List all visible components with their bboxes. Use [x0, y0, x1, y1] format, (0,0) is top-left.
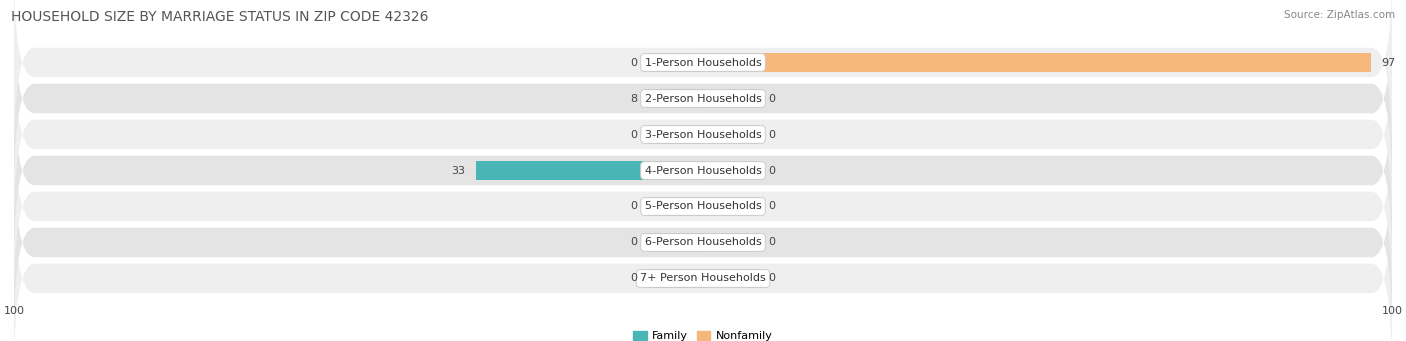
Bar [703, 197, 758, 216]
FancyBboxPatch shape [14, 5, 1392, 192]
Bar [475, 161, 703, 180]
Text: 0: 0 [630, 58, 637, 68]
Bar [703, 125, 758, 144]
Text: Source: ZipAtlas.com: Source: ZipAtlas.com [1284, 10, 1395, 20]
Text: 1-Person Households: 1-Person Households [644, 58, 762, 68]
Text: 0: 0 [630, 273, 637, 283]
Bar [648, 269, 703, 288]
Text: 6-Person Households: 6-Person Households [644, 237, 762, 248]
Bar [703, 233, 758, 252]
Text: 7+ Person Households: 7+ Person Households [640, 273, 766, 283]
Text: 97: 97 [1382, 58, 1396, 68]
Text: 33: 33 [451, 165, 465, 176]
Text: 0: 0 [769, 237, 776, 248]
FancyBboxPatch shape [14, 185, 1392, 341]
FancyBboxPatch shape [14, 0, 1392, 156]
Text: HOUSEHOLD SIZE BY MARRIAGE STATUS IN ZIP CODE 42326: HOUSEHOLD SIZE BY MARRIAGE STATUS IN ZIP… [11, 10, 429, 24]
Text: 0: 0 [769, 165, 776, 176]
Bar [648, 125, 703, 144]
Bar [703, 53, 1371, 72]
Text: 3-Person Households: 3-Person Households [644, 130, 762, 139]
Bar [648, 89, 703, 108]
Text: 0: 0 [769, 130, 776, 139]
Text: 0: 0 [769, 273, 776, 283]
FancyBboxPatch shape [14, 149, 1392, 336]
FancyBboxPatch shape [14, 113, 1392, 300]
Text: 2-Person Households: 2-Person Households [644, 93, 762, 104]
FancyBboxPatch shape [14, 77, 1392, 264]
Bar [703, 89, 758, 108]
Bar [648, 233, 703, 252]
Bar [703, 161, 758, 180]
Text: 0: 0 [769, 93, 776, 104]
Bar [648, 197, 703, 216]
FancyBboxPatch shape [14, 41, 1392, 228]
Text: 0: 0 [769, 202, 776, 211]
Legend: Family, Nonfamily: Family, Nonfamily [633, 331, 773, 341]
Text: 0: 0 [630, 130, 637, 139]
Bar [648, 53, 703, 72]
Text: 5-Person Households: 5-Person Households [644, 202, 762, 211]
Text: 8: 8 [630, 93, 637, 104]
Bar [703, 269, 758, 288]
Text: 4-Person Households: 4-Person Households [644, 165, 762, 176]
Text: 0: 0 [630, 237, 637, 248]
Text: 0: 0 [630, 202, 637, 211]
